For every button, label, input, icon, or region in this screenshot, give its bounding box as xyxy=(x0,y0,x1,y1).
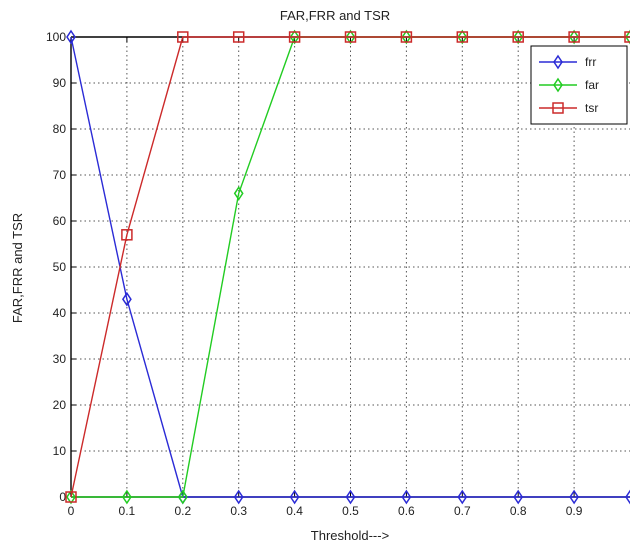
data-point-far xyxy=(401,29,412,45)
x-tick-label: 0.6 xyxy=(398,504,415,518)
legend-item-far: far xyxy=(539,77,599,93)
data-point-tsr xyxy=(121,229,133,241)
legend-swatch-marker xyxy=(552,102,564,114)
legend-label: frr xyxy=(585,55,596,69)
y-tick-label: 30 xyxy=(53,352,67,366)
data-point-frr xyxy=(569,489,580,505)
y-tick-label: 10 xyxy=(53,444,67,458)
data-point-far xyxy=(177,489,188,505)
legend: frr far tsr xyxy=(530,45,628,125)
x-tick-label: 0.2 xyxy=(174,504,191,518)
data-point-frr xyxy=(457,489,468,505)
data-point-far xyxy=(569,29,580,45)
y-tick-label: 60 xyxy=(53,214,67,228)
x-tick-label: 0.8 xyxy=(510,504,527,518)
y-axis-label: FAR,FRR and TSR xyxy=(10,213,25,323)
y-tick-label: 50 xyxy=(53,260,67,274)
data-point-frr xyxy=(66,29,76,45)
data-point-frr xyxy=(401,489,412,505)
legend-swatch-marker xyxy=(553,77,563,93)
data-point-far xyxy=(625,29,630,45)
y-tick-label: 80 xyxy=(53,122,67,136)
data-point-tsr xyxy=(232,31,245,43)
legend-swatch-marker xyxy=(553,54,563,70)
data-point-far xyxy=(457,29,468,45)
x-tick-label: 0.5 xyxy=(342,504,359,518)
legend-label: far xyxy=(585,78,599,92)
y-tick-label: 0 xyxy=(59,490,66,504)
y-tick-label: 100 xyxy=(46,30,66,44)
legend-item-frr: frr xyxy=(539,54,596,70)
data-point-tsr xyxy=(512,31,524,43)
data-point-far xyxy=(66,489,76,505)
x-tick-label: 0.1 xyxy=(119,504,136,518)
data-point-far xyxy=(345,29,356,45)
x-axis-label: Threshold---> xyxy=(311,528,389,543)
data-point-far xyxy=(289,29,300,45)
data-point-tsr xyxy=(65,491,77,503)
data-point-tsr xyxy=(344,31,357,43)
data-point-far xyxy=(513,29,524,45)
y-tick-label: 90 xyxy=(53,76,67,90)
data-point-tsr xyxy=(568,31,580,43)
series-group xyxy=(65,29,630,505)
data-point-tsr xyxy=(400,31,413,43)
legend-label: tsr xyxy=(585,101,598,115)
series-frr xyxy=(66,29,630,505)
series-tsr xyxy=(65,31,630,503)
chart-title: FAR,FRR and TSR xyxy=(280,8,390,23)
data-point-frr xyxy=(121,291,132,307)
data-point-tsr xyxy=(288,31,301,43)
x-tick-label: 0.4 xyxy=(286,504,303,518)
y-tick-label: 70 xyxy=(53,168,67,182)
data-point-tsr xyxy=(177,31,189,43)
x-tick-label: 0 xyxy=(68,504,75,518)
data-point-far xyxy=(121,489,132,505)
x-tick-label: 0.9 xyxy=(566,504,583,518)
data-point-frr xyxy=(233,489,244,505)
data-point-frr xyxy=(513,489,524,505)
data-point-far xyxy=(233,186,244,201)
data-point-frr xyxy=(625,489,630,505)
data-point-frr xyxy=(289,489,300,505)
data-point-frr xyxy=(345,489,356,505)
series-line-frr xyxy=(70,36,630,498)
series-line-tsr xyxy=(70,36,630,498)
x-tick-label: 0.7 xyxy=(454,504,471,518)
y-tick-label: 20 xyxy=(53,398,67,412)
data-point-tsr xyxy=(624,31,630,43)
ticks: 0 0.1 0.2 0.3 0.4 0.5 0.6 0.7 0.8 0.9 0 10 20 30 40 50 6… xyxy=(46,30,583,518)
x-tick-label: 0.3 xyxy=(230,504,247,518)
data-point-tsr xyxy=(456,31,469,43)
legend-item-tsr: tsr xyxy=(539,101,598,115)
y-tick-label: 40 xyxy=(53,306,67,320)
